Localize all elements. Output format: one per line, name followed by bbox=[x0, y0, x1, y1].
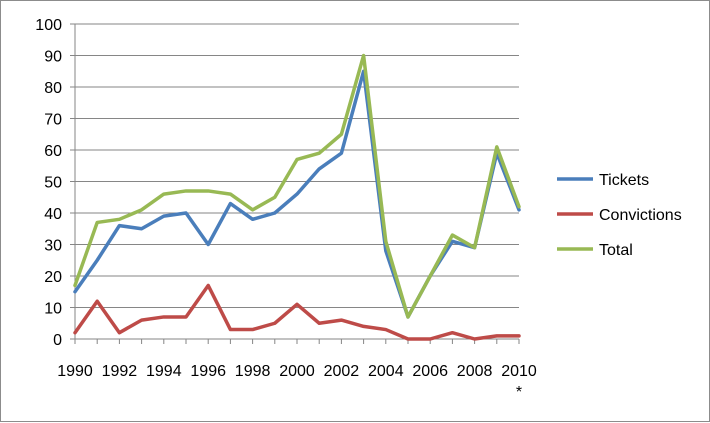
y-tick-label-80: 80 bbox=[44, 80, 62, 97]
data-point-tickets-1994 bbox=[162, 214, 165, 218]
data-point-total-2007 bbox=[451, 233, 454, 237]
x-tick-label-2010: 2010 bbox=[501, 363, 537, 380]
x-tick-label-2006: 2006 bbox=[412, 363, 448, 380]
x-tick-label-2000: 2000 bbox=[279, 363, 315, 380]
data-point-convictions-2005 bbox=[406, 337, 410, 341]
data-point-convictions-2007 bbox=[451, 331, 454, 334]
data-point-tickets-1991 bbox=[96, 259, 99, 262]
data-point-convictions-2009 bbox=[495, 334, 498, 338]
y-tick-label-90: 90 bbox=[44, 49, 62, 66]
data-point-tickets-2000 bbox=[295, 192, 299, 196]
data-point-total-2004 bbox=[384, 240, 387, 243]
data-point-tickets-1996 bbox=[207, 243, 210, 246]
data-point-convictions-1992 bbox=[118, 331, 121, 334]
legend-label-tickets: Tickets bbox=[599, 172, 649, 189]
data-point-total-1993 bbox=[140, 208, 143, 212]
data-point-convictions-1996 bbox=[207, 284, 210, 287]
legend-label-total: Total bbox=[599, 242, 633, 259]
data-point-total-1998 bbox=[251, 208, 254, 212]
data-point-tickets-2010 bbox=[517, 208, 521, 212]
x-tick-label-1994: 1994 bbox=[146, 363, 182, 380]
data-point-total-2008 bbox=[473, 246, 476, 249]
x-tick-label-1990: 1990 bbox=[57, 363, 93, 380]
y-tick-label-20: 20 bbox=[44, 269, 62, 286]
data-point-total-2003 bbox=[362, 54, 365, 57]
y-tick-label-100: 100 bbox=[35, 17, 62, 34]
data-point-total-1992 bbox=[118, 218, 121, 221]
series-line-total bbox=[73, 53, 521, 319]
x-tick-label-2002: 2002 bbox=[324, 363, 360, 380]
data-point-total-2002 bbox=[340, 133, 343, 136]
x-tick-label-1996: 1996 bbox=[190, 363, 226, 380]
y-tick-label-0: 0 bbox=[53, 332, 62, 349]
x-tick-footnote: * bbox=[516, 384, 522, 401]
data-point-convictions-2006 bbox=[429, 337, 432, 341]
data-point-total-2000 bbox=[295, 158, 299, 161]
data-point-total-2005 bbox=[406, 315, 410, 319]
y-tick-label-40: 40 bbox=[44, 206, 62, 223]
data-point-total-1996 bbox=[207, 189, 210, 193]
data-point-tickets-1998 bbox=[251, 218, 254, 221]
data-point-total-2010 bbox=[517, 205, 521, 208]
data-point-convictions-2000 bbox=[295, 303, 299, 306]
data-point-total-2006 bbox=[429, 274, 432, 278]
series-line-convictions bbox=[73, 283, 521, 341]
data-point-convictions-2003 bbox=[362, 325, 365, 328]
data-point-convictions-2004 bbox=[384, 328, 387, 331]
data-point-convictions-2002 bbox=[340, 318, 343, 322]
data-point-total-1997 bbox=[229, 192, 232, 196]
data-point-total-1990 bbox=[73, 284, 77, 287]
y-tick-label-10: 10 bbox=[44, 301, 62, 318]
data-point-convictions-1998 bbox=[251, 328, 254, 331]
data-point-tickets-2001 bbox=[318, 167, 321, 171]
data-point-tickets-2002 bbox=[340, 151, 343, 155]
data-point-convictions-1991 bbox=[96, 300, 99, 303]
data-point-tickets-1995 bbox=[184, 211, 188, 215]
data-point-total-1991 bbox=[96, 221, 99, 224]
data-point-convictions-1993 bbox=[140, 318, 143, 322]
x-tick-label-2008: 2008 bbox=[457, 363, 493, 380]
y-tick-label-70: 70 bbox=[44, 112, 62, 129]
data-point-tickets-1999 bbox=[273, 211, 276, 215]
x-tick-label-1992: 1992 bbox=[102, 363, 138, 380]
data-point-convictions-1999 bbox=[273, 322, 276, 325]
data-point-tickets-1997 bbox=[229, 202, 232, 205]
data-point-convictions-1997 bbox=[229, 328, 232, 331]
data-point-tickets-1992 bbox=[118, 224, 121, 227]
y-tick-label-60: 60 bbox=[44, 143, 62, 160]
data-point-total-1999 bbox=[273, 196, 276, 199]
data-point-convictions-1994 bbox=[162, 315, 165, 319]
data-point-tickets-2007 bbox=[451, 240, 454, 243]
x-tick-label-1998: 1998 bbox=[235, 363, 271, 380]
data-point-tickets-1990 bbox=[73, 290, 77, 293]
y-tick-label-50: 50 bbox=[44, 175, 62, 192]
data-point-tickets-2004 bbox=[384, 249, 387, 252]
legend-label-convictions: Convictions bbox=[599, 207, 682, 224]
data-point-total-1994 bbox=[162, 192, 165, 196]
data-point-convictions-2001 bbox=[318, 322, 321, 325]
y-tick-label-30: 30 bbox=[44, 238, 62, 255]
x-tick-label-2004: 2004 bbox=[368, 363, 404, 380]
data-point-total-2009 bbox=[495, 145, 498, 149]
data-point-total-1995 bbox=[184, 189, 188, 193]
data-point-convictions-1995 bbox=[184, 315, 188, 319]
data-point-tickets-1993 bbox=[140, 227, 143, 230]
data-point-convictions-2010 bbox=[517, 334, 521, 338]
data-point-convictions-1990 bbox=[73, 331, 77, 334]
data-point-total-2001 bbox=[318, 151, 321, 155]
data-point-convictions-2008 bbox=[473, 337, 476, 341]
